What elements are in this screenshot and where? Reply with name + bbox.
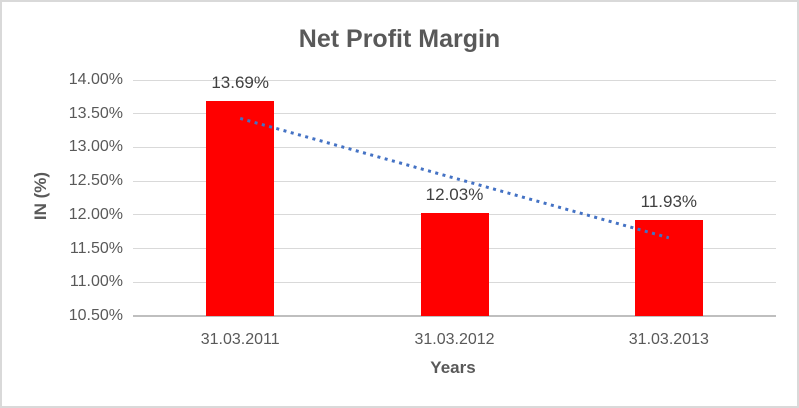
y-tick-label: 14.00%: [68, 71, 123, 88]
y-gridline: [133, 113, 776, 115]
bar-31.03.2011: [206, 100, 275, 316]
y-tick-label: 11.00%: [69, 273, 123, 291]
y-tick-label: 12.50%: [68, 172, 123, 190]
x-axis-title: Years: [430, 358, 476, 377]
bar-31.03.2012: [420, 212, 489, 316]
data-label: 12.03%: [425, 184, 484, 204]
y-tick-label: 12.00%: [68, 205, 123, 223]
y-tick-label: 13.50%: [68, 104, 123, 122]
y-tick-label: 13.00%: [68, 138, 123, 156]
y-tick-label: 10.50%: [68, 307, 123, 324]
data-label: 13.69%: [211, 72, 269, 92]
x-tick-label: 31.03.2012: [414, 331, 495, 348]
x-axis-line: [133, 315, 776, 317]
y-gridline: [133, 79, 776, 81]
x-tick-label: 31.03.2013: [628, 331, 709, 348]
data-label: 11.93%: [640, 191, 698, 211]
bar-31.03.2013: [634, 219, 703, 316]
chart-title: Net Profit Margin: [298, 25, 501, 53]
y-tick-label: 11.50%: [69, 239, 123, 257]
x-tick-label: 31.03.2011: [200, 331, 280, 348]
